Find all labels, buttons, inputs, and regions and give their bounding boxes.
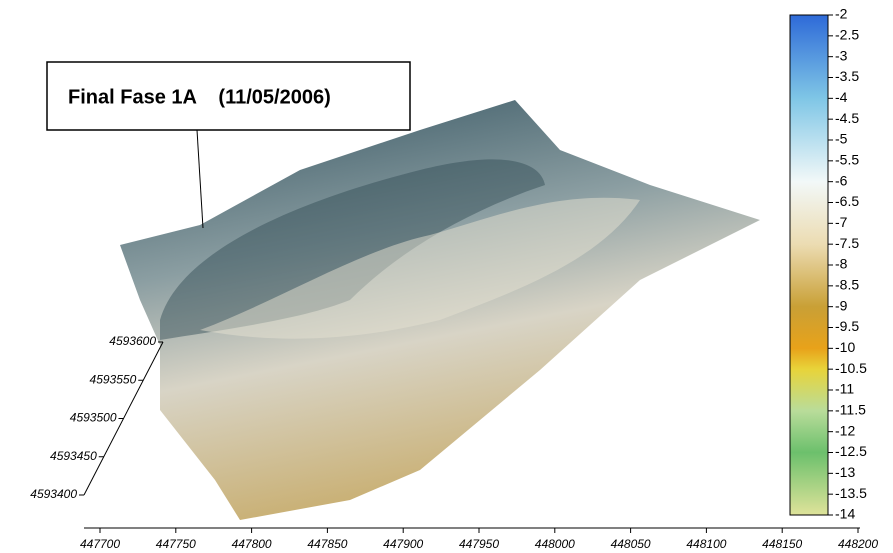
colorbar-tick-label: -3.5	[835, 68, 859, 84]
colorbar-tick-label: -10.5	[835, 360, 867, 376]
colorbar-tick-label: -6	[835, 172, 848, 188]
y-tick-label: 4593500	[70, 411, 117, 425]
colorbar-tick-label: -8	[835, 256, 848, 272]
colorbar-tick-label: -13.5	[835, 485, 867, 501]
y-tick-label: 4593400	[30, 487, 77, 501]
colorbar-tick-label: -6.5	[835, 193, 859, 209]
colorbar-tick-label: -7.5	[835, 235, 859, 251]
x-tick-label: 448150	[762, 537, 802, 551]
title-box	[46, 61, 411, 131]
colorbar-tick-label: -11	[835, 381, 854, 397]
colorbar-tick-label: -4.5	[835, 110, 859, 126]
colorbar-tick-label: -2.5	[835, 27, 859, 43]
surface-ridge	[200, 197, 640, 339]
x-tick-label: 447850	[307, 537, 347, 551]
leader-line	[196, 129, 204, 229]
colorbar-tick-label: -10	[835, 339, 855, 355]
colorbar-tick-label: -5.5	[835, 152, 859, 168]
colorbar-tick-label: -9	[835, 297, 848, 313]
colorbar-tick-label: -5	[835, 131, 848, 147]
colorbar-tick-label: -8.5	[835, 277, 859, 293]
y-tick-label: 4593600	[109, 334, 156, 348]
colorbar-tick-label: -12	[835, 422, 855, 438]
x-tick-label: 447800	[232, 537, 272, 551]
x-tick-label: 447950	[459, 537, 499, 551]
colorbar-tick-label: -2	[835, 6, 848, 22]
x-tick-label: 448200	[838, 537, 878, 551]
x-tick-label: 447900	[383, 537, 423, 551]
x-tick-label: 448100	[686, 537, 726, 551]
colorbar	[789, 14, 829, 516]
colorbar-tick-label: -7	[835, 214, 848, 230]
colorbar-tick-label: -12.5	[835, 443, 867, 459]
y-tick-label: 4593450	[50, 449, 97, 463]
colorbar-tick-label: -3	[835, 47, 848, 63]
x-tick-label: 448000	[535, 537, 575, 551]
x-tick-label: 447700	[80, 537, 120, 551]
y-tick-label: 4593550	[90, 372, 137, 386]
colorbar-tick-label: -9.5	[835, 318, 859, 334]
colorbar-tick-label: -14	[835, 506, 855, 522]
x-tick-label: 448050	[611, 537, 651, 551]
surface-pit	[160, 159, 545, 340]
colorbar-tick-label: -4	[835, 89, 848, 105]
colorbar-tick-label: -13	[835, 464, 855, 480]
x-tick-label: 447750	[156, 537, 196, 551]
colorbar-tick-label: -11.5	[835, 402, 866, 418]
chart-title: Final Fase 1A (11/05/2006)	[68, 86, 331, 108]
